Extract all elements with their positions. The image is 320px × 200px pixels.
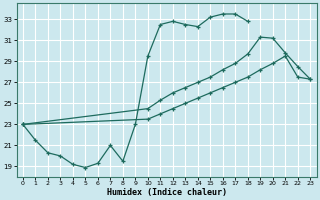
X-axis label: Humidex (Indice chaleur): Humidex (Indice chaleur) bbox=[107, 188, 227, 197]
